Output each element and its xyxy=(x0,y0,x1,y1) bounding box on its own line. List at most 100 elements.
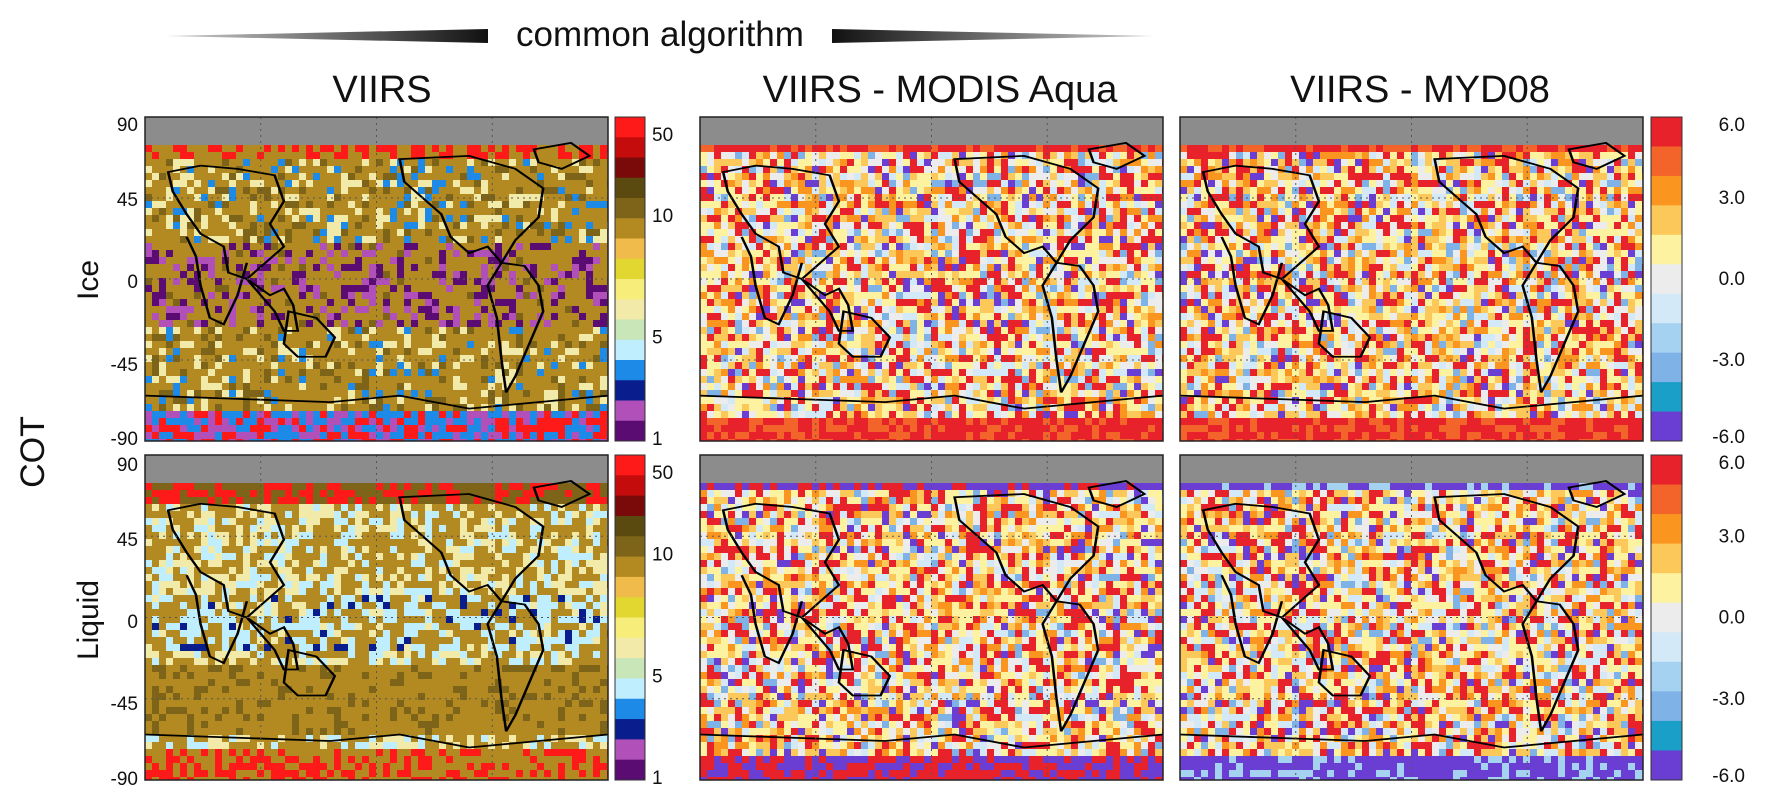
map-pixel xyxy=(1064,229,1071,236)
map-pixel xyxy=(313,131,320,138)
map-pixel xyxy=(903,250,910,257)
map-pixel xyxy=(791,131,798,138)
map-pixel xyxy=(439,124,446,131)
map-pixel xyxy=(327,334,334,341)
map-pixel xyxy=(306,376,313,383)
map-pixel xyxy=(756,222,763,229)
map-pixel xyxy=(376,341,383,348)
map-pixel xyxy=(474,257,481,264)
map-pixel xyxy=(502,439,509,441)
map-pixel xyxy=(166,425,173,432)
map-pixel xyxy=(1050,180,1057,187)
map-pixel xyxy=(201,117,208,124)
map-pixel xyxy=(749,243,756,250)
map-pixel xyxy=(411,313,418,320)
map-pixel xyxy=(924,299,931,306)
map-pixel xyxy=(735,215,742,222)
map-pixel xyxy=(467,215,474,222)
map-pixel xyxy=(558,320,565,327)
map-pixel xyxy=(586,117,593,124)
map-pixel xyxy=(565,439,572,441)
map-pixel xyxy=(341,355,348,362)
map-pixel xyxy=(264,180,271,187)
map-pixel xyxy=(180,187,187,194)
map-pixel xyxy=(243,243,250,250)
map-pixel xyxy=(847,208,854,215)
map-pixel xyxy=(439,229,446,236)
map-pixel xyxy=(236,432,243,439)
map-pixel xyxy=(714,131,721,138)
map-pixel xyxy=(1085,271,1092,278)
map-pixel xyxy=(1113,236,1120,243)
map-pixel xyxy=(805,173,812,180)
map-pixel xyxy=(285,180,292,187)
map-pixel xyxy=(1064,257,1071,264)
map-pixel xyxy=(544,243,551,250)
map-pixel xyxy=(411,131,418,138)
map-pixel xyxy=(551,250,558,257)
map-pixel xyxy=(805,250,812,257)
map-pixel xyxy=(917,257,924,264)
map-pixel xyxy=(861,166,868,173)
map-pixel xyxy=(299,348,306,355)
map-pixel xyxy=(250,355,257,362)
map-pixel xyxy=(383,215,390,222)
map-pixel xyxy=(474,397,481,404)
map-pixel xyxy=(376,152,383,159)
map-pixel xyxy=(523,439,530,441)
map-pixel xyxy=(1120,159,1127,166)
map-pixel xyxy=(411,299,418,306)
map-pixel xyxy=(516,425,523,432)
map-pixel xyxy=(565,306,572,313)
map-pixel xyxy=(159,327,166,334)
map-pixel xyxy=(173,418,180,425)
map-pixel xyxy=(243,117,250,124)
map-pixel xyxy=(1155,180,1162,187)
map-pixel xyxy=(1141,117,1148,124)
map-pixel xyxy=(910,208,917,215)
map-pixel xyxy=(735,236,742,243)
map-pixel xyxy=(320,432,327,439)
map-pixel xyxy=(572,187,579,194)
map-pixel xyxy=(334,362,341,369)
map-pixel xyxy=(537,327,544,334)
map-pixel xyxy=(488,355,495,362)
map-pixel xyxy=(327,257,334,264)
map-pixel xyxy=(502,131,509,138)
map-pixel xyxy=(390,320,397,327)
map-pixel xyxy=(707,229,714,236)
map-pixel xyxy=(537,341,544,348)
map-pixel xyxy=(159,159,166,166)
map-pixel xyxy=(229,432,236,439)
map-pixel xyxy=(327,292,334,299)
map-pixel xyxy=(173,306,180,313)
map-pixel xyxy=(327,425,334,432)
map-pixel xyxy=(285,152,292,159)
map-pixel xyxy=(355,145,362,152)
map-pixel xyxy=(1057,222,1064,229)
map-pixel xyxy=(833,117,840,124)
map-pixel xyxy=(173,124,180,131)
map-pixel xyxy=(229,131,236,138)
map-pixel xyxy=(509,152,516,159)
map-pixel xyxy=(383,411,390,418)
map-pixel xyxy=(439,292,446,299)
map-pixel xyxy=(152,257,159,264)
map-pixel xyxy=(271,341,278,348)
map-pixel xyxy=(369,348,376,355)
map-pixel xyxy=(271,271,278,278)
column-title-viirs-myd08: VIIRS - MYD08 xyxy=(1290,69,1550,111)
map-pixel xyxy=(819,264,826,271)
map-pixel xyxy=(376,257,383,264)
map-pixel xyxy=(180,355,187,362)
map-pixel xyxy=(180,341,187,348)
map-pixel xyxy=(707,215,714,222)
map-pixel xyxy=(777,271,784,278)
map-pixel xyxy=(763,201,770,208)
map-pixel xyxy=(749,187,756,194)
map-pixel xyxy=(446,166,453,173)
map-pixel xyxy=(488,215,495,222)
map-pixel xyxy=(376,439,383,441)
map-pixel xyxy=(530,138,537,145)
map-pixel xyxy=(180,362,187,369)
